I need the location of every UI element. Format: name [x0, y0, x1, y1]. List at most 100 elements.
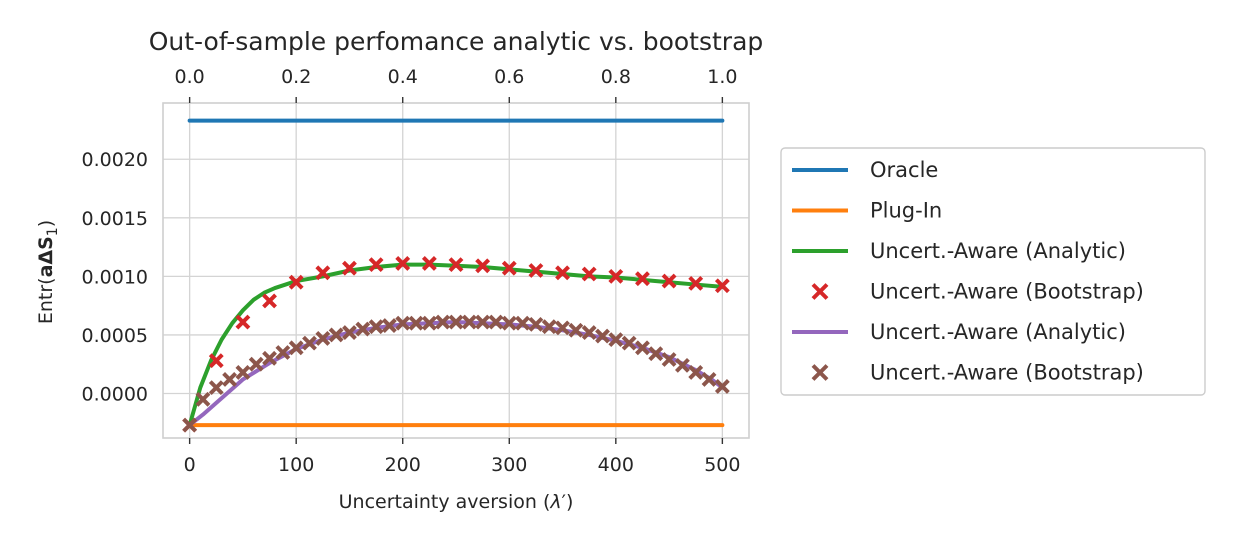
marker-5-4 [235, 364, 251, 380]
marker-5-30 [581, 325, 597, 340]
top-tick-label-4: 0.8 [601, 66, 631, 88]
top-tick-label-1: 0.2 [281, 66, 311, 88]
legend-swatch-5 [811, 364, 829, 381]
marker-5-13 [355, 321, 371, 337]
y-tick-label-2: 0.0010 [82, 266, 148, 288]
series-line-2 [187, 262, 725, 428]
marker-5-5 [248, 356, 264, 372]
marker-3-9 [421, 256, 437, 271]
axis-ticks: 0 100 200 300 400 500 0.0 0.2 0.4 0.6 0.8 1.0 0.0000… [82, 66, 741, 476]
marker-5-17 [408, 315, 424, 331]
marker-3-10 [448, 257, 464, 273]
marker-3-2 [235, 314, 251, 330]
y-tick-label-1: 0.0005 [82, 325, 148, 347]
x-tick-label-500: 500 [704, 454, 740, 476]
x-tick-label-0: 0 [184, 454, 196, 476]
legend-label-2: Uncert.-Aware (Analytic) [870, 239, 1126, 263]
marker-3-11 [475, 258, 491, 274]
marker-5-1 [195, 391, 211, 407]
legend-label-5: Uncert.-Aware (Bootstrap) [870, 361, 1144, 385]
marker-5-14 [368, 319, 384, 335]
marker-3-1 [208, 353, 224, 369]
y-tick-label-3: 0.0015 [82, 208, 148, 230]
marker-5-8 [288, 340, 304, 356]
x-tick-label-300: 300 [491, 454, 527, 476]
marker-3-12 [501, 260, 517, 276]
marker-5-29 [568, 322, 584, 338]
marker-5-0 [182, 417, 198, 433]
marker-5-27 [541, 319, 557, 335]
marker-5-23 [488, 314, 504, 330]
legend-label-0: Oracle [870, 158, 938, 182]
marker-5-24 [501, 315, 517, 331]
marker-5-22 [475, 314, 491, 330]
marker-5-32 [608, 332, 624, 348]
marker-5-31 [595, 328, 610, 344]
legend-items: Oracle Plug-In Uncert.-Aware (Analytic) Unc… [792, 158, 1144, 385]
marker-5-38 [688, 364, 704, 380]
marker-3-17 [635, 271, 650, 287]
series-layer [182, 118, 730, 433]
marker-5-3 [222, 372, 238, 387]
marker-3-5 [315, 265, 331, 281]
marker-3-15 [581, 266, 597, 282]
marker-5-35 [648, 346, 664, 362]
marker-5-11 [328, 327, 344, 343]
marker-5-36 [661, 352, 677, 367]
marker-5-34 [635, 340, 650, 356]
marker-3-19 [688, 275, 704, 291]
marker-3-20 [714, 278, 730, 294]
marker-3-6 [342, 260, 357, 276]
legend-label-3: Uncert.-Aware (Bootstrap) [870, 280, 1144, 304]
marker-5-26 [528, 316, 544, 332]
marker-3-8 [395, 256, 411, 271]
marker-3-4 [288, 274, 304, 290]
series-line-4 [187, 320, 725, 428]
legend-swatch-3 [811, 283, 829, 300]
marker-5-39 [701, 372, 717, 387]
marker-5-12 [342, 325, 357, 340]
y-tick-label-4: 0.0020 [82, 149, 148, 171]
top-tick-label-5: 1.0 [707, 66, 737, 88]
legend-label-1: Plug-In [870, 199, 942, 223]
legend [780, 147, 1206, 396]
marker-5-2 [208, 380, 224, 396]
top-tick-label-0: 0.0 [175, 66, 205, 88]
x-tick-label-400: 400 [598, 454, 634, 476]
marker-5-10 [315, 331, 331, 346]
marker-3-14 [555, 265, 570, 281]
marker-5-20 [448, 314, 464, 330]
x-tick-label-200: 200 [385, 454, 421, 476]
marker-5-15 [381, 318, 397, 333]
marker-3-13 [528, 263, 544, 278]
top-tick-label-2: 0.4 [388, 66, 418, 88]
marker-5-33 [621, 335, 637, 351]
marker-5-28 [555, 320, 570, 336]
grid [163, 103, 749, 438]
legend-label-4: Uncert.-Aware (Analytic) [870, 320, 1126, 344]
marker-5-40 [714, 379, 730, 394]
y-axis-label: Entr(aΔS1) [35, 220, 61, 324]
series-markers-5 [182, 314, 730, 433]
marker-5-16 [395, 315, 411, 331]
x-axis-label: Uncertainty aversion (λ′) [339, 491, 574, 513]
y-tick-label-0: 0.0000 [82, 383, 148, 405]
marker-5-6 [262, 350, 277, 366]
marker-3-18 [661, 273, 677, 289]
marker-3-16 [608, 268, 624, 284]
marker-5-37 [674, 357, 690, 373]
marker-5-19 [435, 314, 451, 330]
x-tick-label-100: 100 [278, 454, 314, 476]
top-tick-label-3: 0.6 [494, 66, 524, 88]
marker-5-7 [275, 345, 291, 360]
marker-5-25 [515, 315, 531, 331]
marker-5-21 [461, 314, 477, 330]
marker-5-9 [302, 335, 317, 351]
marker-3-7 [368, 257, 384, 273]
chart-title: Out-of-sample perfomance analytic vs. bo… [149, 27, 764, 56]
plot-frame [162, 102, 750, 439]
marker-5-18 [421, 315, 437, 331]
marker-3-3 [262, 293, 277, 309]
